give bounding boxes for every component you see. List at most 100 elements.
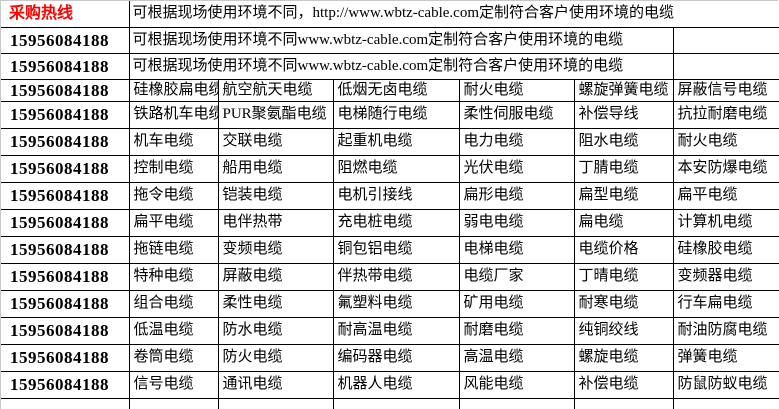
empty-cell: [672, 52, 779, 80]
product-cell: 弱电电缆: [458, 208, 575, 237]
empty-cell: [1, 397, 130, 409]
product-cell: 阻燃电缆: [332, 154, 460, 183]
hotline-phone: 15956084188: [1, 316, 130, 345]
product-cell: 拖链电缆: [128, 235, 219, 264]
hotline-label: 采购热线: [1, 1, 130, 28]
banner-text: 可根据现场使用环境不同www.wbtz-cable.com定制符合客户使用环境的…: [128, 52, 674, 80]
empty-cell: [217, 397, 334, 409]
product-cell: 电缆厂家: [458, 262, 575, 291]
product-cell: 柔性电缆: [217, 289, 334, 318]
hotline-phone: 15956084188: [1, 52, 130, 80]
product-cell: PUR聚氨酯电缆: [217, 100, 334, 129]
product-cell: 机器人电缆: [332, 370, 460, 399]
product-cell: 高温电缆: [458, 343, 575, 372]
product-cell: 电梯电缆: [458, 235, 575, 264]
product-cell: 风能电缆: [458, 370, 575, 399]
product-cell: 铠装电缆: [217, 181, 334, 210]
empty-cell: [672, 397, 779, 409]
hotline-phone: 15956084188: [1, 154, 130, 183]
hotline-header-row: 采购热线 可根据现场使用环境不同，http://www.wbtz-cable.c…: [1, 1, 779, 28]
product-cell: 充电桩电缆: [332, 208, 460, 237]
product-cell: 补偿导线: [573, 100, 674, 129]
banner-text-top: 可根据现场使用环境不同，http://www.wbtz-cable.com定制符…: [128, 1, 779, 28]
product-cell: 电梯随行电缆: [332, 100, 460, 129]
product-cell: 丁腈电缆: [573, 154, 674, 183]
product-cell: 耐火电缆: [672, 127, 779, 156]
hotline-phone: 15956084188: [1, 26, 130, 54]
hotline-phone: 15956084188: [1, 100, 130, 129]
product-cell: 抗拉耐磨电缆: [672, 100, 779, 129]
empty-row: [1, 397, 779, 409]
empty-cell: [672, 26, 779, 54]
product-row: 15956084188 控制电缆 船用电缆 阻燃电缆 光伏电缆 丁腈电缆 本安防爆电缆: [1, 154, 779, 183]
product-cell: 耐磨电缆: [458, 316, 575, 345]
header-rows: 采购热线 可根据现场使用环境不同，http://www.wbtz-cable.c…: [1, 1, 779, 80]
product-cell: 伴热带电缆: [332, 262, 460, 291]
banner-row: 15956084188 可根据现场使用环境不同www.wbtz-cable.co…: [1, 52, 779, 80]
product-row: 15956084188 卷筒电缆 防火电缆 编码器电缆 高温电缆 螺旋电缆 弹簧电缆: [1, 343, 779, 372]
product-cell: 耐寒电缆: [573, 289, 674, 318]
product-cell: 阻水电缆: [573, 127, 674, 156]
product-row: 15956084188 特种电缆 屏蔽电缆 伴热带电缆 电缆厂家 丁晴电缆 变频器电缆: [1, 262, 779, 291]
product-cell: 柔性伺服电缆: [458, 100, 575, 129]
product-cell: 组合电缆: [128, 289, 219, 318]
empty-cell: [573, 397, 674, 409]
empty-cell: [332, 397, 460, 409]
product-cell: 补偿电缆: [573, 370, 674, 399]
product-row: 15956084188 铁路机车电缆 PUR聚氨酯电缆 电梯随行电缆 柔性伺服电缆 补偿导…: [1, 100, 779, 129]
product-cell: 编码器电缆: [332, 343, 460, 372]
hotline-phone: 15956084188: [1, 208, 130, 237]
product-cell: 电缆价格: [573, 235, 674, 264]
empty-cell: [458, 397, 575, 409]
banner-text: 可根据现场使用环境不同www.wbtz-cable.com定制符合客户使用环境的…: [128, 26, 674, 54]
product-cell: 低温电缆: [128, 316, 219, 345]
product-cell: 通讯电缆: [217, 370, 334, 399]
footer-rows: [1, 397, 779, 409]
product-row: 15956084188 机车电缆 交联电缆 起重机电缆 电力电缆 阻水电缆 耐火电缆: [1, 127, 779, 156]
product-cell: 电力电缆: [458, 127, 575, 156]
product-cell: 氟塑料电缆: [332, 289, 460, 318]
product-cell: 耐火电缆: [458, 78, 575, 102]
product-cell: 防火电缆: [217, 343, 334, 372]
product-row: 15956084188 拖令电缆 铠装电缆 电机引接线 扁形电缆 扁型电缆 扁平电缆: [1, 181, 779, 210]
product-cell: 变频电缆: [217, 235, 334, 264]
product-cell: 耐油防腐电缆: [672, 316, 779, 345]
product-cell: 卷筒电缆: [128, 343, 219, 372]
product-cell: 扁型电缆: [573, 181, 674, 210]
product-cell: 扁形电缆: [458, 181, 575, 210]
product-cell: 特种电缆: [128, 262, 219, 291]
product-cell: 扁平电缆: [672, 181, 779, 210]
hotline-phone: 15956084188: [1, 289, 130, 318]
hotline-phone: 15956084188: [1, 127, 130, 156]
product-cell: 纯铜绞线: [573, 316, 674, 345]
product-cell: 硅橡胶扁电缆: [128, 78, 219, 102]
product-cell: 变频器电缆: [672, 262, 779, 291]
product-cell: 计算机电缆: [672, 208, 779, 237]
hotline-phone: 15956084188: [1, 235, 130, 264]
product-row: 15956084188 低温电缆 防水电缆 耐高温电缆 耐磨电缆 纯铜绞线 耐油防腐电缆: [1, 316, 779, 345]
product-cell: 本安防爆电缆: [672, 154, 779, 183]
product-cell: 船用电缆: [217, 154, 334, 183]
product-cell: 硅橡胶电缆: [672, 235, 779, 264]
product-cell: 控制电缆: [128, 154, 219, 183]
product-cell: 铁路机车电缆: [128, 100, 219, 129]
product-cell: 丁晴电缆: [573, 262, 674, 291]
product-cell: 低烟无卤电缆: [332, 78, 460, 102]
hotline-phone: 15956084188: [1, 181, 130, 210]
product-cell: 机车电缆: [128, 127, 219, 156]
product-cell: 防鼠防蚁电缆: [672, 370, 779, 399]
product-cell: 耐高温电缆: [332, 316, 460, 345]
product-row: 15956084188 扁平电缆 电伴热带 充电桩电缆 弱电电缆 扁电缆 计算机电缆: [1, 208, 779, 237]
product-row: 15956084188 硅橡胶扁电缆 航空航天电缆 低烟无卤电缆 耐火电缆 螺旋弹簧电缆屏…: [1, 78, 779, 102]
hotline-phone: 15956084188: [1, 343, 130, 372]
product-cell: 扁平电缆: [128, 208, 219, 237]
product-cell: 电伴热带: [217, 208, 334, 237]
product-cell: 螺旋电缆: [573, 343, 674, 372]
banner-row: 15956084188 可根据现场使用环境不同www.wbtz-cable.co…: [1, 26, 779, 54]
product-cell: 扁电缆: [573, 208, 674, 237]
product-cell: 屏蔽电缆: [217, 262, 334, 291]
product-cell: 矿用电缆: [458, 289, 575, 318]
product-cell: 屏蔽信号电缆: [672, 78, 779, 102]
hotline-phone: 15956084188: [1, 78, 130, 102]
